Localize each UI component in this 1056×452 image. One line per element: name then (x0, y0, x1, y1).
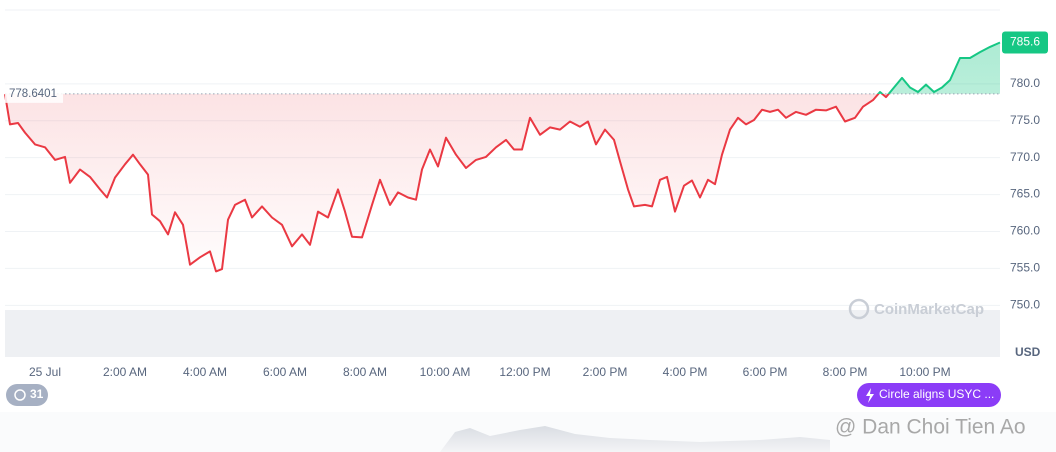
history-badge[interactable]: 31 (6, 384, 48, 406)
watermark: CoinMarketCap (848, 298, 984, 320)
y-tick-label: 775.0 (1010, 113, 1040, 127)
x-tick-label: 4:00 AM (183, 365, 227, 379)
x-tick-label: 6:00 AM (263, 365, 307, 379)
y-tick-label: 750.0 (1010, 297, 1040, 311)
y-tick-label: 765.0 (1010, 187, 1040, 201)
history-count: 31 (30, 387, 44, 401)
last-price-tag (1002, 31, 1048, 54)
x-tick-label: 8:00 AM (343, 365, 387, 379)
news-pill[interactable]: Circle aligns USYC ... (857, 383, 1001, 407)
x-tick-label: 6:00 PM (743, 365, 788, 379)
x-tick-label: 10:00 PM (899, 365, 950, 379)
x-tick-label: 25 Jul (29, 365, 61, 379)
news-text: Circle aligns USYC ... (879, 387, 994, 401)
area-below (5, 93, 889, 272)
last-price-label: 785.6 (1010, 35, 1040, 49)
y-unit: USD (1015, 345, 1041, 359)
baseline-tag (5, 84, 63, 103)
area-above (5, 42, 1000, 94)
y-tick-label: 780.0 (1010, 76, 1040, 90)
watermark-text: CoinMarketCap (874, 301, 984, 318)
y-tick-label: 755.0 (1010, 261, 1040, 275)
x-tick-label: 8:00 PM (823, 365, 868, 379)
x-tick-label: 4:00 PM (663, 365, 708, 379)
overlay-watermark: @ Dan Choi Tien Ao (835, 416, 1026, 439)
x-tick-label: 2:00 AM (103, 365, 147, 379)
x-tick-label: 12:00 PM (499, 365, 550, 379)
navigator-area (440, 426, 830, 452)
y-tick-label: 760.0 (1010, 224, 1040, 238)
x-tick-label: 10:00 AM (420, 365, 471, 379)
baseline-label: 778.6401 (9, 88, 57, 100)
x-tick-label: 2:00 PM (583, 365, 628, 379)
y-tick-label: 770.0 (1010, 150, 1040, 164)
volume-band (5, 310, 1000, 357)
price-line-down (4, 93, 890, 273)
